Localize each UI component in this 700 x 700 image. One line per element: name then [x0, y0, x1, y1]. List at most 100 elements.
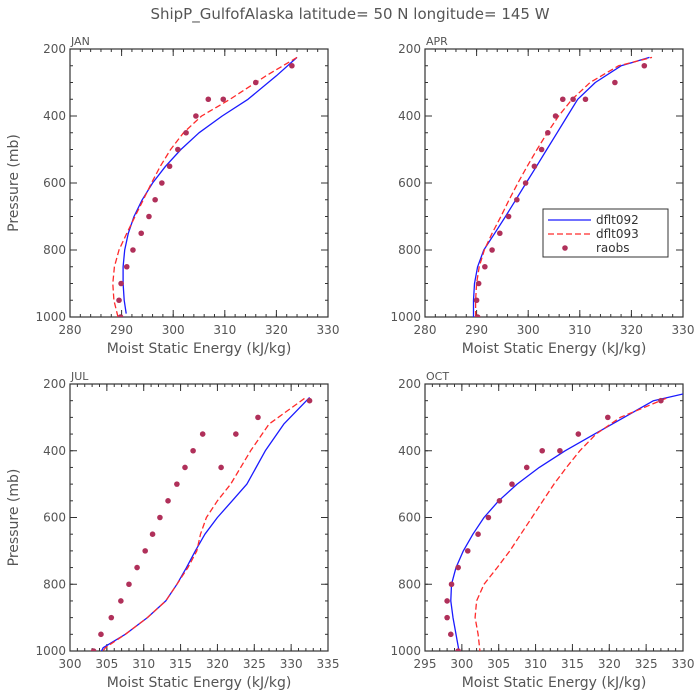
legend-dflt093-label: dflt093 — [596, 227, 639, 241]
jan-y-tick-label: 200 — [43, 42, 66, 56]
apr-x-tick-label: 290 — [465, 323, 488, 337]
apr-frame — [424, 48, 684, 318]
oct-data — [444, 393, 683, 651]
jul-raobs-point — [233, 431, 239, 437]
oct-x-tick-label: 315 — [561, 657, 584, 671]
jan-x-tick-label: 300 — [162, 323, 185, 337]
oct-panel-label: OCT — [426, 370, 449, 383]
apr-panel-label: APR — [426, 35, 448, 48]
figure-title: ShipP_GulfofAlaska latitude= 50 N longit… — [150, 5, 549, 24]
jan-raobs-point — [116, 297, 122, 304]
jan-data — [112, 56, 298, 317]
oct-dflt092-line — [450, 393, 683, 651]
oct-raobs-point — [575, 431, 582, 437]
jan-panel-label: JAN — [70, 35, 90, 48]
jul-x-axis-label: Moist Static Energy (kJ/kg) — [107, 675, 292, 691]
jan-x-tick-label: 330 — [317, 323, 340, 337]
apr-y-tick-label: 200 — [398, 42, 421, 56]
oct-raobs-point — [444, 598, 450, 604]
jul-dflt093-line — [102, 396, 307, 651]
jan-y-tick-label: 600 — [43, 176, 66, 190]
jan-raobs-point — [159, 180, 165, 186]
jul-x-tick-label: 300 — [59, 657, 82, 671]
jul-raobs-point — [98, 631, 104, 638]
apr-x-axis-label: Moist Static Energy (kJ/kg) — [462, 341, 647, 357]
apr-raobs-point — [475, 280, 482, 287]
apr-raobs-point — [552, 113, 559, 119]
oct-raobs-point — [475, 531, 481, 537]
jan-x-tick-label: 280 — [59, 323, 82, 337]
jul-y-tick-label: 200 — [43, 377, 66, 391]
jul-raobs-point — [255, 414, 261, 421]
jul-y-tick-label: 400 — [43, 444, 66, 458]
apr-x-tick-label: 280 — [414, 323, 437, 337]
apr-x-tick-label: 310 — [568, 323, 591, 337]
jan-x-axis-label: Moist Static Energy (kJ/kg) — [107, 341, 292, 357]
apr-raobs-point — [489, 247, 495, 253]
jul-raobs-point — [149, 531, 156, 537]
oct-x-tick-label: 320 — [598, 657, 621, 671]
apr-y-tick-label: 600 — [398, 176, 421, 190]
jul-panel: 300 305 310 315 320 325 330 335 200 400 600 800 1000… — [6, 370, 339, 691]
apr-data — [472, 56, 653, 317]
jul-x-tick-label: 310 — [132, 657, 155, 671]
jan-y-tick-label: 1000 — [35, 310, 66, 324]
jan-y-axis-label: Pressure (mb) — [6, 134, 22, 232]
jul-raobs-point — [190, 447, 196, 454]
apr-y-tick-label: 400 — [398, 109, 421, 123]
oct-x-tick-label: 310 — [524, 657, 547, 671]
apr-panel: 280 290 300 310 320 330 200 400 600 800 1000 APR Moi… — [390, 35, 694, 357]
apr-x-tick-label: 320 — [620, 323, 643, 337]
jan-raobs-point — [138, 230, 145, 237]
apr-raobs-point — [570, 96, 576, 103]
oct-y-tick-label: 1000 — [390, 644, 421, 658]
jul-y-axis-label: Pressure (mb) — [6, 469, 22, 567]
oct-frame — [424, 383, 684, 652]
jul-y-tick-label: 600 — [43, 511, 66, 525]
oct-raobs-point — [448, 631, 454, 638]
oct-y-tick-label: 600 — [398, 511, 421, 525]
apr-y-tick-label: 1000 — [390, 310, 421, 324]
oct-y-tick-label: 800 — [398, 577, 421, 591]
jul-raobs-point — [108, 614, 115, 621]
apr-raobs-point — [522, 180, 529, 186]
jan-raobs-point — [152, 196, 158, 203]
apr-raobs-point — [482, 263, 488, 270]
oct-raobs-point — [444, 614, 450, 621]
jul-x-tick-label: 315 — [169, 657, 192, 671]
oct-raobs-point — [557, 447, 563, 454]
jul-raobs-point — [142, 548, 148, 554]
jan-raobs-point — [166, 163, 173, 170]
jul-raobs-point — [126, 581, 132, 588]
jul-x-tick-label: 335 — [317, 657, 340, 671]
oct-dflt093-line — [474, 396, 669, 651]
oct-x-tick-label: 295 — [414, 657, 437, 671]
jan-y-tick-label: 800 — [43, 243, 66, 257]
jan-x-tick-label: 310 — [213, 323, 236, 337]
oct-raobs-point — [455, 564, 461, 571]
jan-dflt093-line — [112, 56, 298, 317]
jul-data — [90, 396, 313, 651]
oct-raobs-point — [605, 414, 611, 421]
jan-y-tick-label: 400 — [43, 109, 66, 123]
apr-raobs-point — [641, 62, 648, 69]
jul-raobs-point — [182, 464, 188, 471]
oct-raobs-point — [658, 397, 664, 404]
jul-raobs-point — [118, 598, 124, 604]
jan-panel: 280 290 300 310 320 330 200 400 600 800 1000 JAN Moi… — [6, 35, 339, 357]
oct-raobs-point — [455, 648, 461, 651]
oct-y-tick-label: 400 — [398, 444, 421, 458]
oct-raobs-point — [539, 447, 546, 454]
apr-dflt092-line — [472, 56, 650, 317]
apr-raobs-point — [538, 146, 545, 153]
jan-raobs-point — [118, 280, 124, 287]
apr-raobs-point — [505, 213, 512, 220]
oct-x-tick-label: 305 — [487, 657, 510, 671]
oct-x-tick-label: 300 — [450, 657, 473, 671]
oct-raobs-point — [509, 481, 515, 487]
legend-raobs-marker — [562, 245, 568, 251]
jan-dflt092-line — [122, 56, 298, 314]
oct-x-axis-label: Moist Static Energy (kJ/kg) — [462, 675, 647, 691]
